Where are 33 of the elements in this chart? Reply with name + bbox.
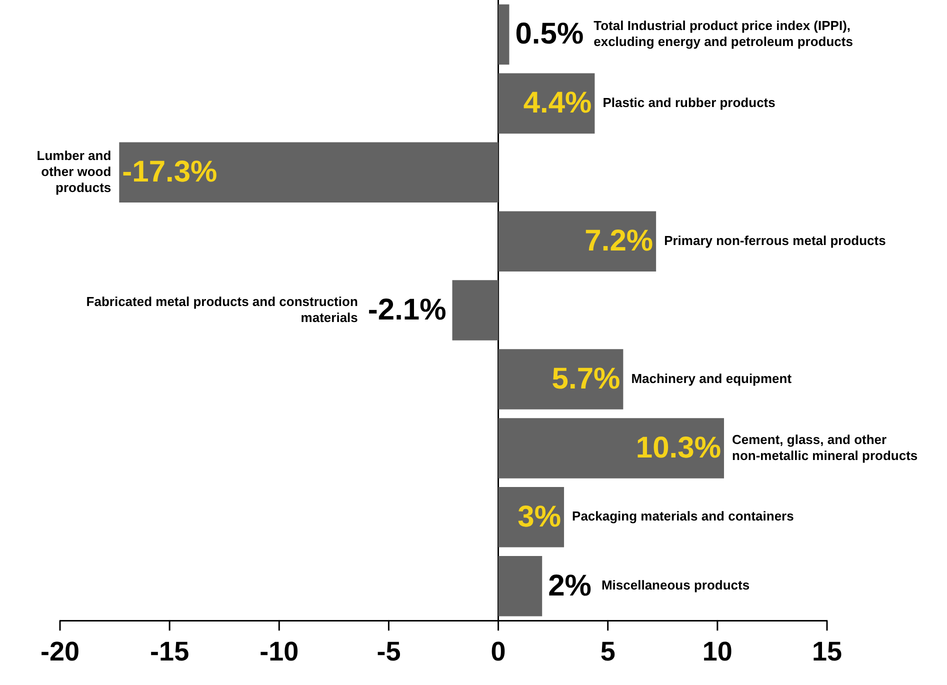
x-tick-label: -5 xyxy=(376,636,401,666)
y-tick-label: Primary non-ferrous metal products xyxy=(664,232,886,248)
bar xyxy=(498,349,624,410)
data-label: 0.5% xyxy=(515,18,584,51)
data-label: -2.1% xyxy=(368,294,446,327)
y-tick-label: Total Industrial product price index (IPPI), excluding energy and petroleum products xyxy=(594,18,853,50)
y-tick-label: Machinery and equipment xyxy=(631,370,792,386)
bar xyxy=(498,4,510,65)
data-label: 7.2% xyxy=(584,224,654,258)
x-tick-label: 0 xyxy=(490,636,506,666)
data-label: 2% xyxy=(548,569,592,602)
data-label: 5.7% xyxy=(552,362,620,396)
y-tick-label: Lumber and other wood products xyxy=(36,148,112,195)
bar xyxy=(498,418,724,478)
y-tick-label: Fabricated metal products and construction materials xyxy=(86,294,358,325)
bar xyxy=(498,556,542,616)
y-tick-label: Plastic and rubber products xyxy=(602,95,776,110)
x-tick-label: 5 xyxy=(600,636,616,666)
data-label: -17.3% xyxy=(122,156,218,189)
bar xyxy=(119,142,498,203)
x-tick-label: 15 xyxy=(812,636,842,666)
x-tick-label: 10 xyxy=(702,636,732,666)
y-tick-label: Miscellaneous products xyxy=(601,578,750,593)
y-tick-label: Packaging materials and containers xyxy=(572,508,794,524)
x-tick-label: -20 xyxy=(40,636,80,666)
y-tick-label: Cement, glass, and other non-metallic mineral products xyxy=(732,432,918,463)
data-label: 10.3% xyxy=(636,431,722,464)
data-label: 4.4% xyxy=(523,86,592,120)
bar xyxy=(498,211,656,272)
data-label: 3% xyxy=(518,500,562,534)
x-tick-label: -10 xyxy=(260,636,299,666)
x-tick-label: -15 xyxy=(150,636,190,666)
bar xyxy=(452,280,498,340)
